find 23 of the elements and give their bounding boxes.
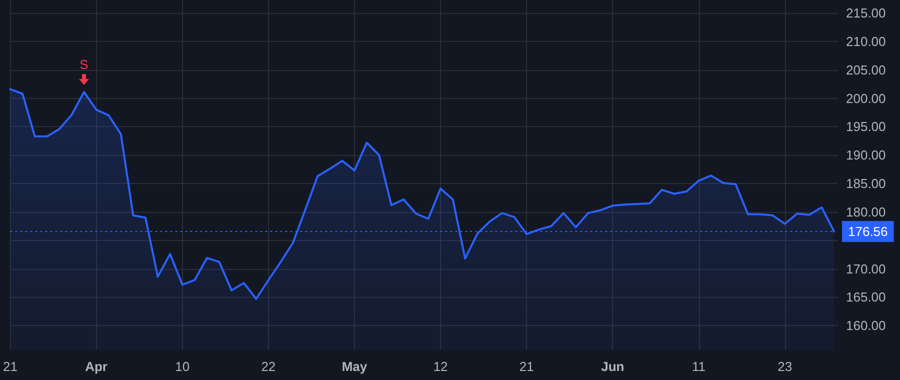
y-tick-label: 170.00 (846, 261, 886, 276)
y-tick-label: 210.00 (846, 34, 886, 49)
x-tick-label: 12 (433, 359, 448, 374)
x-tick-label: 10 (175, 359, 190, 374)
y-tick-label: 190.00 (846, 148, 886, 163)
x-tick-label: 21 (519, 359, 534, 374)
x-tick-label: 11 (692, 359, 706, 374)
ref-line-label: 176.56 (848, 224, 888, 239)
y-tick-label: 185.00 (846, 176, 886, 192)
x-tick-label: 23 (778, 359, 792, 374)
y-tick-label: 205.00 (846, 62, 886, 78)
y-tick-label: 165.00 (846, 290, 886, 305)
x-tick-label: Apr (85, 359, 108, 374)
x-tick-label: May (342, 359, 368, 374)
x-tick-label: 22 (261, 359, 276, 374)
y-tick-label: 160.00 (846, 318, 886, 334)
annotation: S (78, 57, 90, 72)
x-tick-label: Jun (601, 359, 624, 374)
y-tick-label: 195.00 (846, 119, 886, 134)
y-tick-label: 215.00 (846, 6, 886, 21)
y-tick-label: 180.00 (846, 204, 886, 220)
x-tick-label: 21 (2, 359, 18, 374)
y-tick-label: 200.00 (846, 90, 886, 106)
